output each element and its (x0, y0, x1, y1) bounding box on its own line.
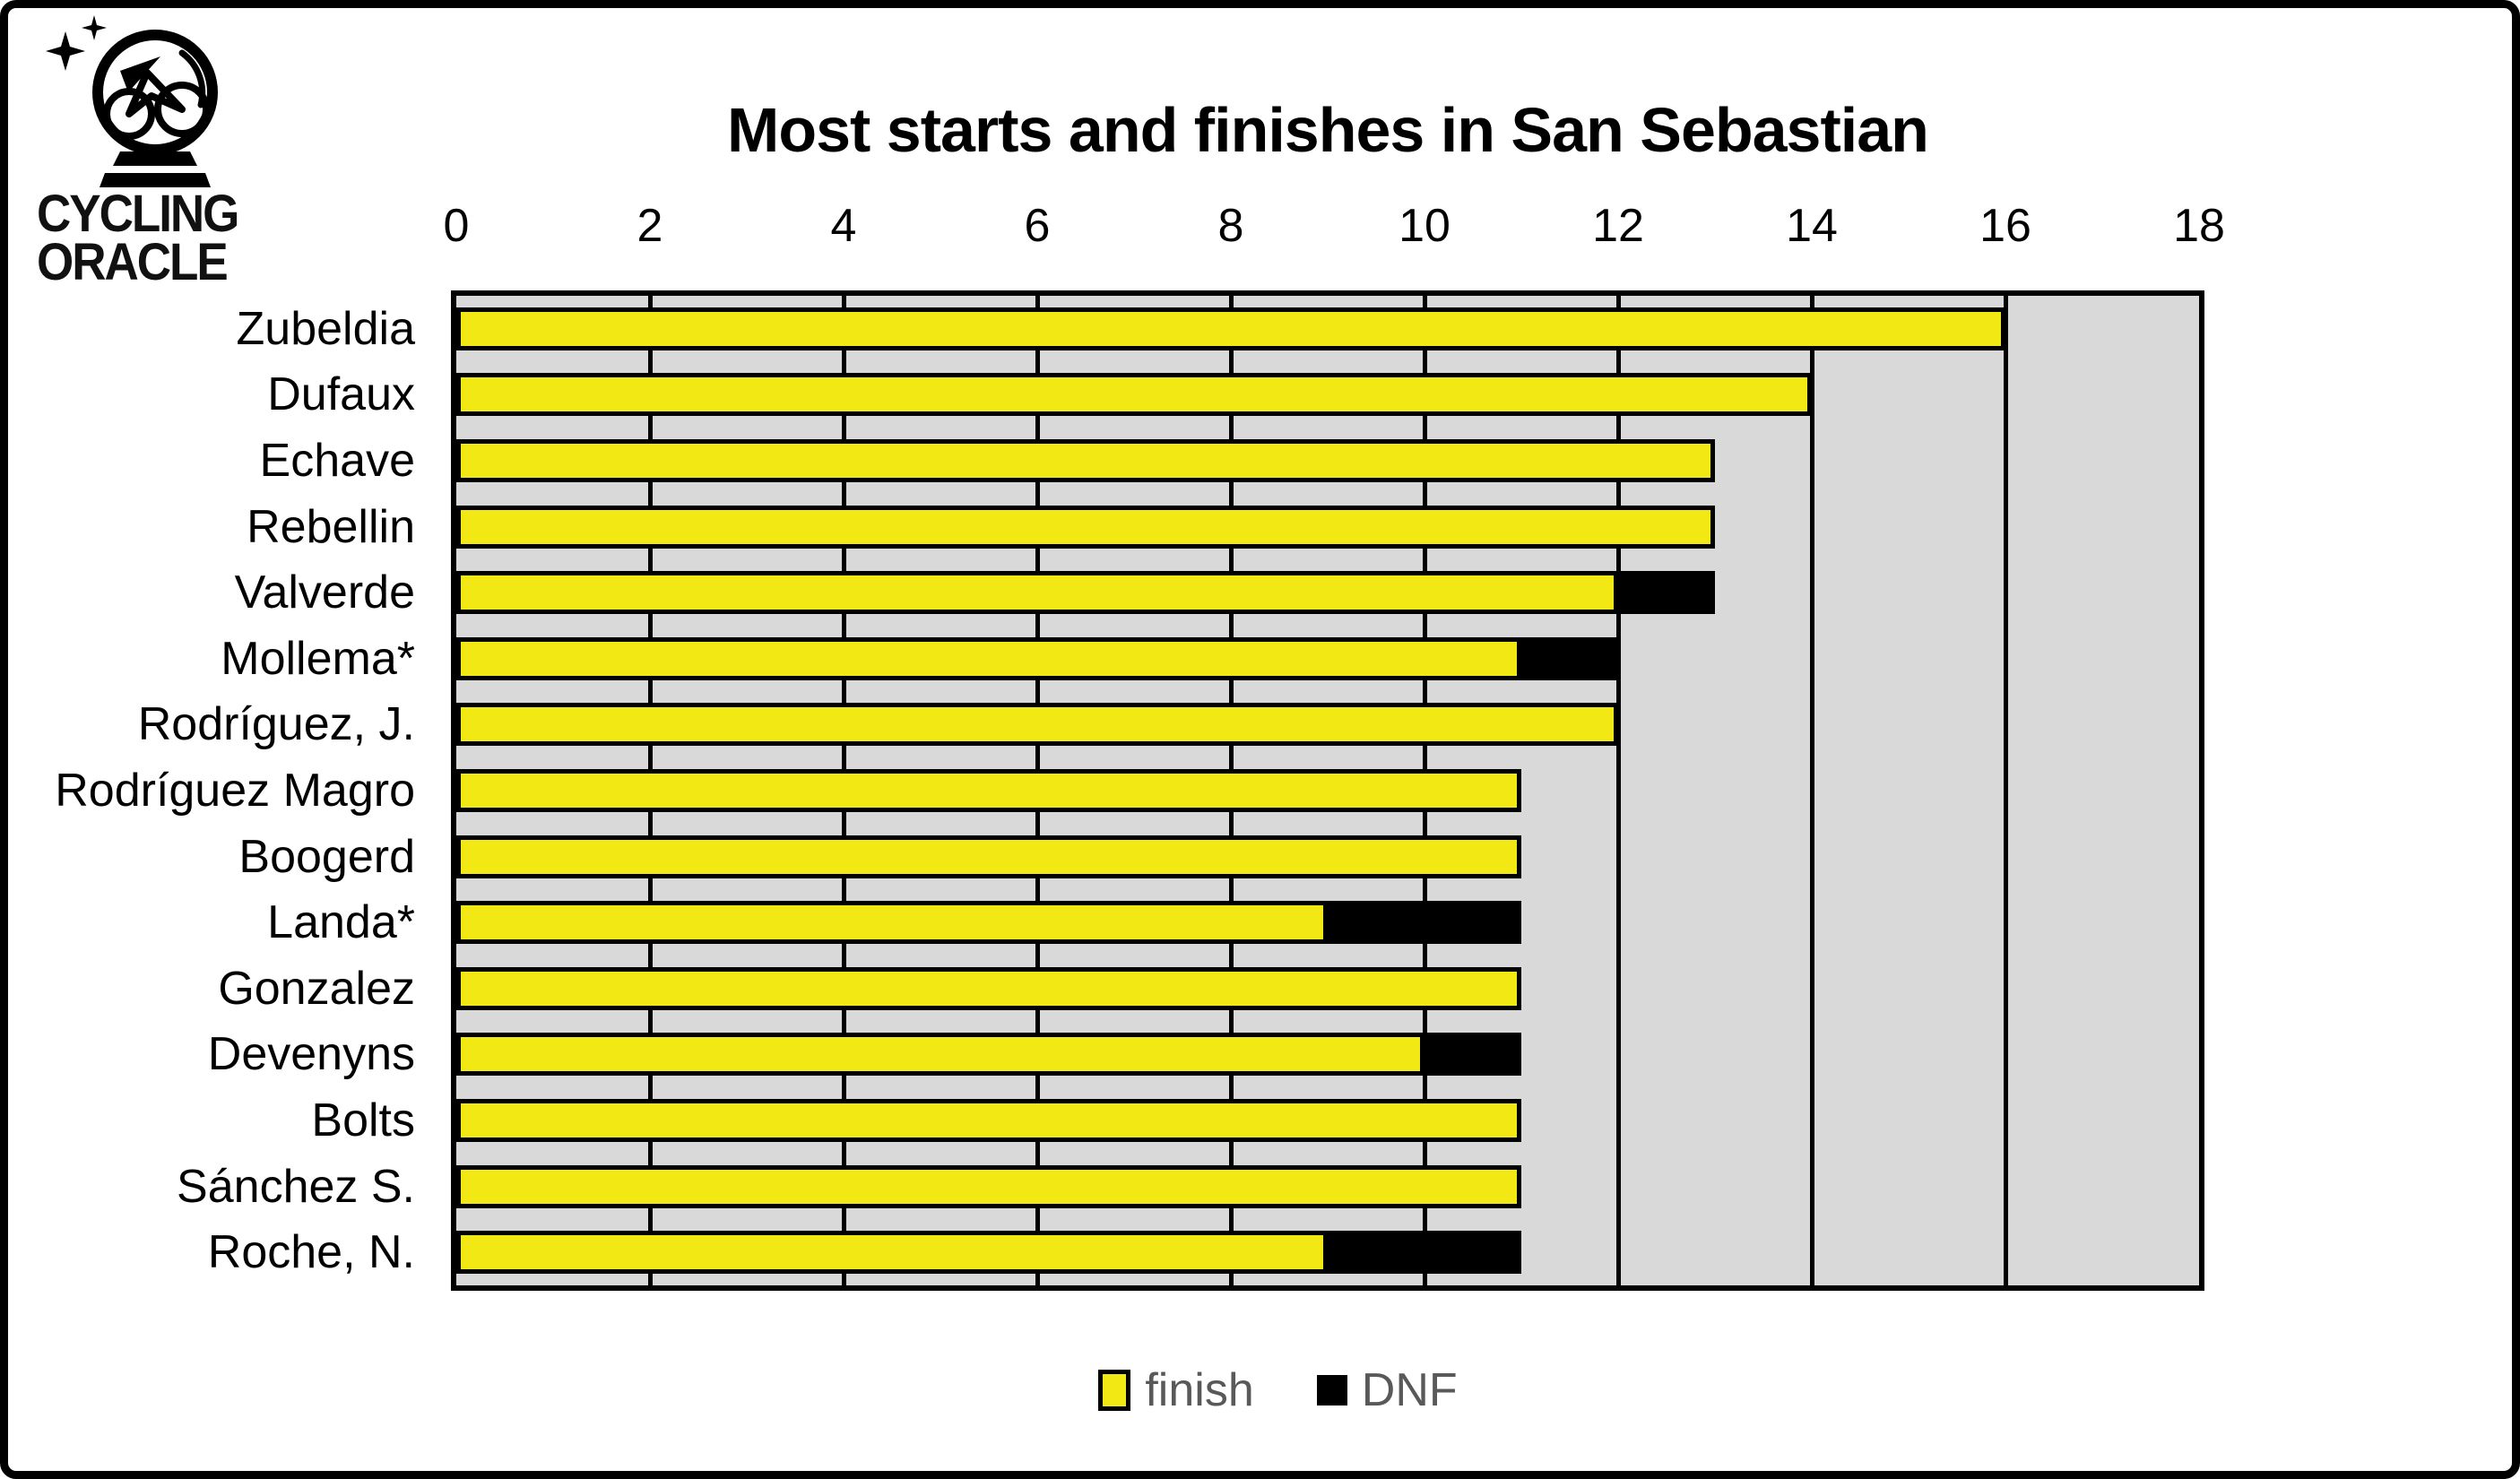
bar-finish-segment (456, 703, 1618, 747)
bar-finish-segment (456, 636, 1521, 680)
x-tick-label: 2 (636, 200, 663, 252)
crystal-ball-bike-icon (46, 15, 218, 187)
category-label: Rodríguez, J. (137, 698, 415, 751)
bar-row (456, 307, 2005, 350)
bar-dnf-segment (1618, 571, 1715, 615)
category-label: Landa* (267, 896, 415, 949)
x-tick-label: 6 (1024, 200, 1051, 252)
bar-row (456, 439, 1715, 482)
bar-finish-segment (456, 835, 1521, 878)
legend-label: DNF (1361, 1364, 1458, 1416)
bar-dnf-segment (1521, 636, 1618, 680)
bar-row (456, 505, 1715, 549)
bar-dnf-segment (1328, 1231, 1521, 1275)
legend-label: finish (1145, 1364, 1254, 1416)
plot-area (451, 290, 2204, 1291)
category-label: Dufaux (267, 368, 415, 421)
bar-finish-segment (456, 901, 1328, 945)
bar-row (456, 636, 1618, 680)
bar-dnf-segment (1425, 1033, 1521, 1077)
legend-swatch-dnf (1316, 1375, 1347, 1405)
legend-swatch-finish (1098, 1370, 1131, 1411)
bar-finish-segment (456, 373, 1812, 417)
x-tick-label: 4 (830, 200, 857, 252)
x-tick-label: 16 (1979, 200, 2031, 252)
x-tick-label: 18 (2173, 200, 2225, 252)
bar-row (456, 901, 1521, 945)
bar-finish-segment (456, 1099, 1521, 1142)
bar-finish-segment (456, 1033, 1425, 1077)
legend: finish DNF (8, 1354, 2512, 1426)
category-label: Echave (259, 434, 415, 487)
category-label: Roche, N. (207, 1226, 415, 1279)
cycling-oracle-logo: CYCLING ORACLE (28, 13, 297, 289)
category-label: Rebellin (247, 500, 415, 553)
plot-inner (456, 296, 2199, 1285)
bar-row (456, 1099, 1521, 1142)
legend-item-dnf: DNF (1316, 1364, 1458, 1416)
x-axis: 0 2 4 6 8 10 12 14 16 18 (444, 198, 2225, 254)
x-tick-label: 12 (1592, 200, 1644, 252)
bar-dnf-segment (1328, 901, 1521, 945)
chart-title: Most starts and finishes in San Sebastia… (727, 95, 1929, 165)
bar-row (456, 1231, 1521, 1275)
gridline (1809, 296, 1814, 1285)
x-tick-label: 8 (1217, 200, 1244, 252)
bar-row (456, 703, 1618, 747)
brand-name-line2: ORACLE (37, 233, 229, 292)
bar-finish-segment (456, 439, 1715, 482)
bar-row (456, 373, 1812, 417)
bar-row (456, 1033, 1521, 1077)
bar-finish-segment (456, 769, 1521, 812)
category-label: Boogerd (238, 830, 415, 883)
category-label: Sánchez S. (177, 1160, 415, 1213)
x-tick-label: 14 (1786, 200, 1838, 252)
bar-row (456, 835, 1521, 878)
bar-finish-segment (456, 1164, 1521, 1208)
bar-row (456, 966, 1521, 1010)
sparkle-icon (82, 15, 107, 40)
category-label: Zubeldia (236, 302, 415, 355)
bar-row (456, 1164, 1521, 1208)
category-label: Gonzalez (218, 962, 415, 1015)
category-label: Mollema* (221, 632, 415, 685)
bar-row (456, 769, 1521, 812)
category-label: Devenyns (207, 1028, 415, 1081)
sparkle-icon (46, 31, 85, 71)
x-tick-label: 0 (443, 200, 470, 252)
category-label: Valverde (234, 567, 415, 619)
gridline (1615, 296, 1621, 1285)
category-label: Rodríguez Magro (55, 764, 415, 817)
x-tick-label: 10 (1399, 200, 1451, 252)
brand-name-line1: CYCLING (37, 185, 239, 244)
y-axis-labels: Zubeldia Dufaux Echave Rebellin Valverde Moll… (8, 296, 435, 1285)
legend-item-finish: finish (1098, 1364, 1254, 1416)
bar-row (456, 571, 1715, 615)
category-label: Bolts (311, 1094, 415, 1146)
bar-finish-segment (456, 307, 2005, 350)
bar-finish-segment (456, 1231, 1328, 1275)
bar-finish-segment (456, 966, 1521, 1010)
bar-finish-segment (456, 505, 1715, 549)
gridline (2003, 296, 2008, 1285)
bar-finish-segment (456, 571, 1618, 615)
